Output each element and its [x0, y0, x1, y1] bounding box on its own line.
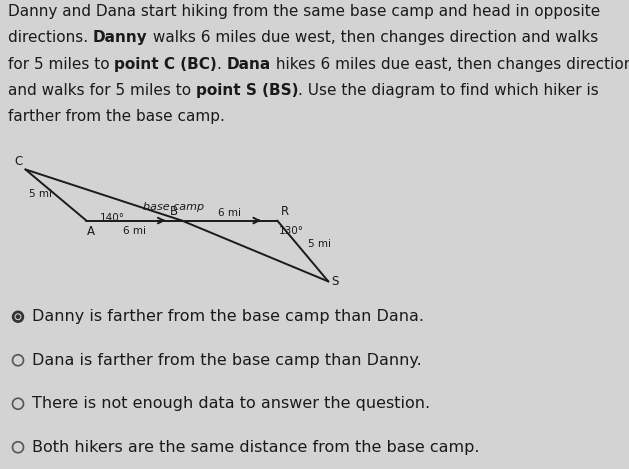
Text: farther from the base camp.: farther from the base camp. [8, 109, 225, 124]
Text: 6 mi: 6 mi [123, 226, 145, 236]
Text: S: S [331, 275, 339, 288]
Text: Danny and Dana start hiking from the same base camp and head in opposite: Danny and Dana start hiking from the sam… [8, 4, 600, 19]
Text: 130°: 130° [279, 226, 304, 236]
Text: point S (BS): point S (BS) [196, 83, 299, 98]
Text: There is not enough data to answer the question.: There is not enough data to answer the q… [31, 396, 430, 411]
Text: R: R [281, 205, 289, 218]
Text: directions.: directions. [8, 30, 93, 45]
Text: A: A [87, 225, 95, 237]
Text: . Use the diagram to find which hiker is: . Use the diagram to find which hiker is [299, 83, 599, 98]
Text: B: B [170, 205, 178, 218]
Text: 5 mi: 5 mi [308, 240, 331, 250]
Text: walks 6 miles due west, then changes direction and walks: walks 6 miles due west, then changes dir… [148, 30, 598, 45]
Text: Danny is farther from the base camp than Dana.: Danny is farther from the base camp than… [31, 309, 423, 324]
Text: Both hikers are the same distance from the base camp.: Both hikers are the same distance from t… [31, 440, 479, 455]
Circle shape [16, 315, 19, 318]
Text: base camp: base camp [143, 202, 204, 212]
Text: Dana: Dana [227, 57, 271, 72]
Text: point C (BC): point C (BC) [114, 57, 217, 72]
Text: Danny: Danny [93, 30, 148, 45]
Text: C: C [14, 155, 23, 168]
Circle shape [15, 314, 21, 319]
Text: 6 mi: 6 mi [218, 208, 241, 218]
Text: 140°: 140° [100, 212, 125, 223]
Text: and walks for 5 miles to: and walks for 5 miles to [8, 83, 196, 98]
Circle shape [13, 311, 23, 322]
Text: Dana is farther from the base camp than Danny.: Dana is farther from the base camp than … [31, 353, 421, 368]
Text: 5 mi: 5 mi [29, 189, 52, 199]
Text: for 5 miles to: for 5 miles to [8, 57, 114, 72]
Text: hikes 6 miles due east, then changes direction: hikes 6 miles due east, then changes dir… [271, 57, 629, 72]
Text: .: . [217, 57, 227, 72]
